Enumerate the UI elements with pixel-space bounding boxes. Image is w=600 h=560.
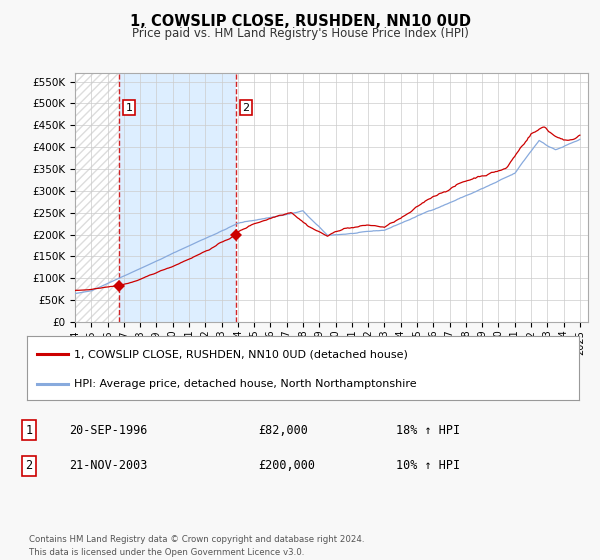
Text: £200,000: £200,000 (258, 459, 315, 473)
Text: HPI: Average price, detached house, North Northamptonshire: HPI: Average price, detached house, Nort… (74, 379, 416, 389)
Text: 18% ↑ HPI: 18% ↑ HPI (396, 423, 460, 437)
Text: Price paid vs. HM Land Registry's House Price Index (HPI): Price paid vs. HM Land Registry's House … (131, 27, 469, 40)
Text: 21-NOV-2003: 21-NOV-2003 (69, 459, 148, 473)
Bar (119, 73, 236, 322)
Text: 20-SEP-1996: 20-SEP-1996 (69, 423, 148, 437)
Text: 10% ↑ HPI: 10% ↑ HPI (396, 459, 460, 473)
Text: 1, COWSLIP CLOSE, RUSHDEN, NN10 0UD (detached house): 1, COWSLIP CLOSE, RUSHDEN, NN10 0UD (det… (74, 349, 408, 359)
Text: 2: 2 (242, 103, 250, 113)
Text: 2: 2 (25, 459, 32, 473)
Text: 1: 1 (126, 103, 133, 113)
Bar (75, 73, 119, 322)
Text: 1: 1 (25, 423, 32, 437)
Text: £82,000: £82,000 (258, 423, 308, 437)
Text: Contains HM Land Registry data © Crown copyright and database right 2024.
This d: Contains HM Land Registry data © Crown c… (29, 535, 364, 557)
Text: 1, COWSLIP CLOSE, RUSHDEN, NN10 0UD: 1, COWSLIP CLOSE, RUSHDEN, NN10 0UD (130, 14, 470, 29)
